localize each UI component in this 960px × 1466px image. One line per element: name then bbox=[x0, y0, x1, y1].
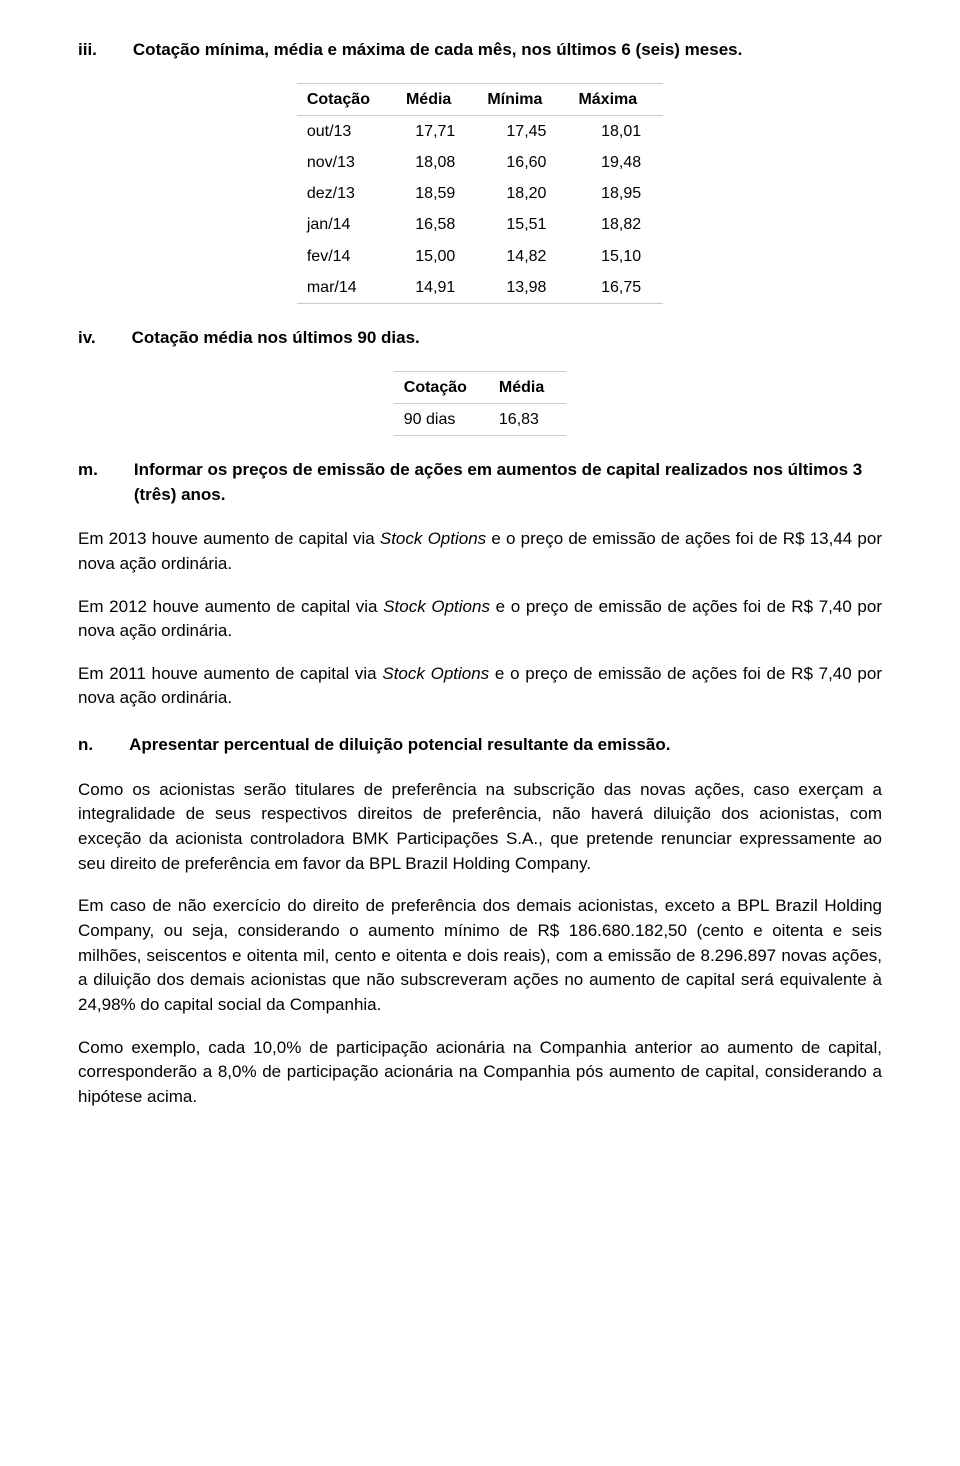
paragraph-n-1: Como os acionistas serão titulares de pr… bbox=[78, 778, 882, 877]
table-1-cell: 16,60 bbox=[477, 147, 568, 178]
heading-iv-text: Cotação média nos últimos 90 dias. bbox=[132, 326, 882, 351]
table-1-cell: 14,82 bbox=[477, 241, 568, 272]
table-1-cell: 15,00 bbox=[396, 241, 477, 272]
italic-stock-options: Stock Options bbox=[380, 529, 486, 548]
table-1-cell: 18,59 bbox=[396, 178, 477, 209]
table-1-cell: jan/14 bbox=[297, 209, 396, 240]
paragraph-text: Em 2013 houve aumento de capital via bbox=[78, 529, 380, 548]
paragraph-n-3: Como exemplo, cada 10,0% de participação… bbox=[78, 1036, 882, 1110]
heading-n: n. Apresentar percentual de diluição pot… bbox=[78, 733, 882, 758]
table-row: fev/14 15,00 14,82 15,10 bbox=[297, 241, 663, 272]
table-1-wrap: Cotação Média Mínima Máxima out/13 17,71… bbox=[78, 83, 882, 304]
table-1-cell: 14,91 bbox=[396, 272, 477, 304]
paragraph-text: Em 2012 houve aumento de capital via bbox=[78, 597, 383, 616]
table-1-cell: 18,95 bbox=[568, 178, 663, 209]
table-2-head-media: Média bbox=[489, 371, 566, 403]
table-1-head-minima: Mínima bbox=[477, 83, 568, 115]
paragraph-m-2013: Em 2013 houve aumento de capital via Sto… bbox=[78, 527, 882, 576]
table-1-cell: dez/13 bbox=[297, 178, 396, 209]
heading-n-num: n. bbox=[78, 733, 93, 758]
heading-m: m. Informar os preços de emissão de açõe… bbox=[78, 458, 882, 507]
table-2-cell: 16,83 bbox=[489, 403, 566, 435]
table-1-cell: 13,98 bbox=[477, 272, 568, 304]
heading-iv-num: iv. bbox=[78, 326, 96, 351]
heading-iii-num: iii. bbox=[78, 38, 97, 63]
italic-stock-options: Stock Options bbox=[382, 664, 489, 683]
table-1-cell: 17,45 bbox=[477, 115, 568, 147]
table-1-cell: 15,51 bbox=[477, 209, 568, 240]
table-row: out/13 17,71 17,45 18,01 bbox=[297, 115, 663, 147]
table-2-head-cotacao: Cotação bbox=[394, 371, 489, 403]
heading-iii-text: Cotação mínima, média e máxima de cada m… bbox=[133, 38, 882, 63]
paragraph-text: Em 2011 houve aumento de capital via bbox=[78, 664, 382, 683]
heading-m-text: Informar os preços de emissão de ações e… bbox=[134, 458, 882, 507]
table-1-cell: 18,20 bbox=[477, 178, 568, 209]
paragraph-m-2011: Em 2011 houve aumento de capital via Sto… bbox=[78, 662, 882, 711]
table-1-cell: 18,08 bbox=[396, 147, 477, 178]
italic-stock-options: Stock Options bbox=[383, 597, 490, 616]
table-1-cell: mar/14 bbox=[297, 272, 396, 304]
table-row: dez/13 18,59 18,20 18,95 bbox=[297, 178, 663, 209]
table-1-cell: 19,48 bbox=[568, 147, 663, 178]
table-cotacao-6-meses: Cotação Média Mínima Máxima out/13 17,71… bbox=[297, 83, 663, 304]
paragraph-n-2: Em caso de não exercício do direito de p… bbox=[78, 894, 882, 1017]
heading-iii: iii. Cotação mínima, média e máxima de c… bbox=[78, 38, 882, 63]
table-1-cell: 16,75 bbox=[568, 272, 663, 304]
paragraph-m-2012: Em 2012 houve aumento de capital via Sto… bbox=[78, 595, 882, 644]
table-1-cell: out/13 bbox=[297, 115, 396, 147]
heading-m-num: m. bbox=[78, 458, 98, 507]
table-1-cell: 15,10 bbox=[568, 241, 663, 272]
table-2-cell: 90 dias bbox=[394, 403, 489, 435]
table-cotacao-90-dias: Cotação Média 90 dias 16,83 bbox=[394, 371, 566, 436]
table-row: 90 dias 16,83 bbox=[394, 403, 566, 435]
table-1-cell: fev/14 bbox=[297, 241, 396, 272]
table-1-head-media: Média bbox=[396, 83, 477, 115]
table-2-wrap: Cotação Média 90 dias 16,83 bbox=[78, 371, 882, 436]
table-1-head-cotacao: Cotação bbox=[297, 83, 396, 115]
heading-n-text: Apresentar percentual de diluição potenc… bbox=[129, 733, 882, 758]
table-row: mar/14 14,91 13,98 16,75 bbox=[297, 272, 663, 304]
table-1-cell: nov/13 bbox=[297, 147, 396, 178]
table-row: nov/13 18,08 16,60 19,48 bbox=[297, 147, 663, 178]
table-1-cell: 18,82 bbox=[568, 209, 663, 240]
table-1-head-maxima: Máxima bbox=[568, 83, 663, 115]
heading-iv: iv. Cotação média nos últimos 90 dias. bbox=[78, 326, 882, 351]
table-row: jan/14 16,58 15,51 18,82 bbox=[297, 209, 663, 240]
document-page: iii. Cotação mínima, média e máxima de c… bbox=[0, 0, 960, 1167]
table-1-cell: 16,58 bbox=[396, 209, 477, 240]
table-1-cell: 18,01 bbox=[568, 115, 663, 147]
table-1-cell: 17,71 bbox=[396, 115, 477, 147]
